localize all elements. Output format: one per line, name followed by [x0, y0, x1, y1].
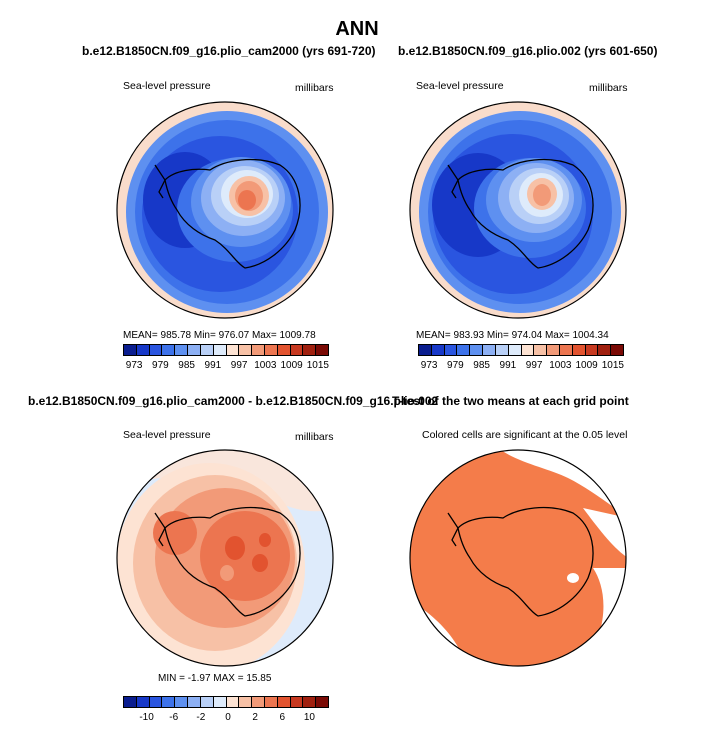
- colorbar-swatch: [200, 697, 214, 707]
- colorbar-tick-label: 0: [225, 712, 231, 723]
- panel1-stats: MEAN= 985.78 Min= 976.07 Max= 1009.78: [123, 330, 316, 341]
- panel1-polar-map: [116, 101, 334, 319]
- colorbar-swatch: [188, 697, 201, 707]
- colorbar-swatch: [559, 345, 573, 355]
- colorbar-swatch: [431, 345, 445, 355]
- panel1-units-label: millibars: [295, 82, 334, 94]
- colorbar-tick-label: -10: [139, 712, 154, 723]
- colorbar-tick-label: 997: [525, 360, 543, 371]
- colorbar-swatch: [303, 697, 317, 707]
- panel3-colorbar: -10 -6 -2 0 2 6 10: [123, 696, 329, 723]
- colorbar-tick-label: 1009: [575, 360, 598, 371]
- colorbar-tick-label: -2: [196, 712, 206, 723]
- colorbar-swatch: [572, 345, 586, 355]
- colorbar-swatch: [521, 345, 535, 355]
- colorbar-tick-label: 985: [178, 360, 195, 371]
- colorbar-swatch: [149, 697, 163, 707]
- colorbar-swatch: [124, 697, 137, 707]
- colorbar-tick-label: 973: [420, 360, 438, 371]
- panel4-polar-map: [409, 449, 627, 667]
- panel3-stats: MIN = -1.97 MAX = 15.85: [158, 673, 272, 684]
- colorbar-swatch: [252, 345, 265, 355]
- colorbar-swatch: [264, 345, 278, 355]
- colorbar-tick-label: 991: [204, 360, 222, 371]
- colorbar-swatch: [175, 697, 189, 707]
- colorbar-swatch: [290, 697, 304, 707]
- panel1-title: b.e12.B1850CN.f09_g16.plio_cam2000 (yrs …: [82, 44, 376, 58]
- colorbar-tick-label: 1015: [601, 360, 624, 371]
- colorbar-tick-label: 10: [303, 712, 315, 723]
- colorbar-swatch: [598, 345, 612, 355]
- colorbar-swatch: [316, 697, 328, 707]
- colorbar-swatch: [226, 697, 240, 707]
- colorbar-tick-label: 2: [252, 712, 258, 723]
- colorbar-swatch: [316, 345, 328, 355]
- colorbar-swatch: [162, 697, 176, 707]
- panel2-colorbar: 973 979 985 991 997 1003 1009 1015: [418, 344, 624, 371]
- colorbar-swatch: [534, 345, 548, 355]
- colorbar-swatch: [162, 345, 176, 355]
- colorbar-swatch: [470, 345, 484, 355]
- colorbar-swatch: [419, 345, 432, 355]
- colorbar-swatch: [303, 345, 317, 355]
- colorbar-swatch: [239, 345, 253, 355]
- colorbar-swatch: [495, 345, 509, 355]
- panel2-polar-map: [409, 101, 627, 319]
- colorbar-swatch: [277, 345, 291, 355]
- colorbar-swatch: [124, 345, 137, 355]
- colorbar-swatch: [188, 345, 201, 355]
- colorbar-tick-label: 1003: [549, 360, 572, 371]
- panel1-colorbar: 973 979 985 991 997 1003 1009 1015: [123, 344, 329, 371]
- colorbar-swatch: [264, 697, 278, 707]
- colorbar-swatch: [136, 697, 150, 707]
- colorbar-tick-label: 1015: [306, 360, 329, 371]
- colorbar-tick-label: -6: [169, 712, 179, 723]
- panel2-stats: MEAN= 983.93 Min= 974.04 Max= 1004.34: [416, 330, 609, 341]
- colorbar-tick-label: 973: [125, 360, 143, 371]
- panel2-units-label: millibars: [589, 82, 628, 94]
- panel4-significance-label: Colored cells are significant at the 0.0…: [422, 429, 628, 441]
- colorbar-swatch: [508, 345, 522, 355]
- colorbar-swatch: [611, 345, 623, 355]
- colorbar-swatch: [444, 345, 458, 355]
- panel3-variable-label: Sea-level pressure: [123, 429, 211, 441]
- colorbar-tick-label: 979: [447, 360, 464, 371]
- colorbar-tick-label: 979: [152, 360, 169, 371]
- panel2-variable-label: Sea-level pressure: [416, 80, 504, 92]
- panel1-variable-label: Sea-level pressure: [123, 80, 211, 92]
- colorbar-tick-label: 997: [230, 360, 248, 371]
- colorbar-swatch: [213, 697, 227, 707]
- panel3-units-label: millibars: [295, 431, 334, 443]
- colorbar-swatch: [252, 697, 265, 707]
- colorbar-tick-label: 991: [499, 360, 517, 371]
- colorbar-swatch: [239, 697, 253, 707]
- colorbar-swatch: [585, 345, 599, 355]
- colorbar-tick-label: 6: [279, 712, 286, 723]
- colorbar-swatch: [457, 345, 471, 355]
- colorbar-swatch: [149, 345, 163, 355]
- colorbar-tick-label: 1003: [254, 360, 277, 371]
- panel4-title: T-test of the two means at each grid poi…: [392, 394, 629, 408]
- panel2-title: b.e12.B1850CN.f09_g16.plio.002 (yrs 601-…: [398, 44, 658, 58]
- colorbar-swatch: [547, 345, 560, 355]
- colorbar-swatch: [213, 345, 227, 355]
- colorbar-swatch: [200, 345, 214, 355]
- colorbar-swatch: [483, 345, 496, 355]
- panel3-title: b.e12.B1850CN.f09_g16.plio_cam2000 - b.e…: [28, 394, 439, 408]
- panel3-polar-map: [116, 449, 334, 667]
- colorbar-swatch: [175, 345, 189, 355]
- colorbar-tick-label: 985: [473, 360, 490, 371]
- colorbar-swatch: [290, 345, 304, 355]
- colorbar-swatch: [226, 345, 240, 355]
- colorbar-swatch: [136, 345, 150, 355]
- colorbar-tick-label: 1009: [280, 360, 303, 371]
- colorbar-swatch: [277, 697, 291, 707]
- page-title: ANN: [335, 18, 379, 40]
